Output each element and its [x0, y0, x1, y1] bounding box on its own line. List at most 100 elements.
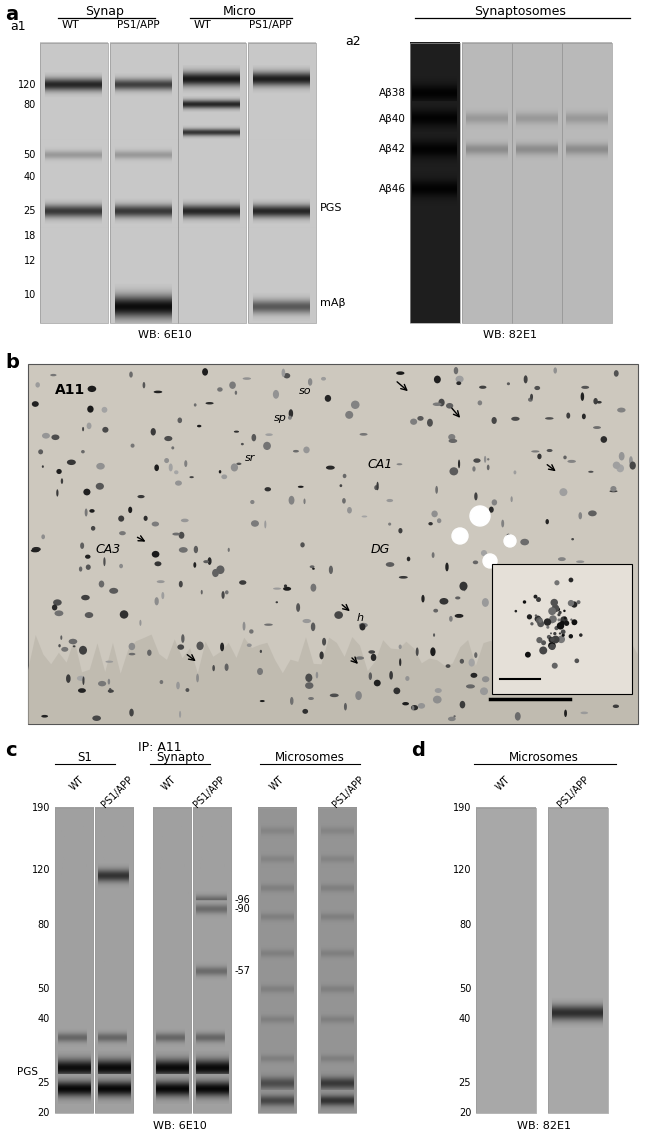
Ellipse shape [194, 545, 198, 553]
Ellipse shape [446, 403, 453, 408]
Ellipse shape [79, 646, 87, 655]
Bar [40, 43, 108, 323]
Ellipse shape [91, 526, 96, 531]
Ellipse shape [405, 675, 410, 681]
Ellipse shape [463, 585, 466, 591]
Ellipse shape [129, 372, 133, 378]
Ellipse shape [536, 597, 541, 602]
Ellipse shape [613, 462, 620, 469]
Text: Synaptosomes: Synaptosomes [474, 5, 566, 18]
Ellipse shape [79, 566, 83, 572]
Ellipse shape [479, 386, 486, 389]
Ellipse shape [109, 588, 118, 593]
Ellipse shape [563, 609, 566, 612]
Ellipse shape [201, 590, 203, 594]
Ellipse shape [105, 661, 113, 663]
Ellipse shape [82, 427, 84, 431]
Ellipse shape [298, 486, 304, 488]
Ellipse shape [417, 416, 424, 421]
Ellipse shape [242, 378, 251, 380]
Ellipse shape [530, 394, 533, 399]
Text: WT: WT [193, 21, 211, 30]
Ellipse shape [556, 593, 558, 599]
Ellipse shape [473, 467, 476, 471]
Ellipse shape [579, 633, 582, 637]
Ellipse shape [564, 621, 569, 626]
Ellipse shape [83, 488, 90, 495]
Ellipse shape [550, 632, 552, 634]
Ellipse shape [571, 620, 577, 625]
Text: -96: -96 [234, 896, 250, 906]
Ellipse shape [527, 614, 532, 620]
Text: -90: -90 [234, 904, 250, 914]
Ellipse shape [436, 486, 438, 494]
Ellipse shape [601, 436, 607, 443]
Ellipse shape [482, 677, 489, 682]
Ellipse shape [454, 614, 463, 618]
Ellipse shape [247, 644, 252, 647]
Ellipse shape [570, 618, 573, 621]
Ellipse shape [289, 496, 294, 504]
Bar [548, 808, 608, 1112]
Ellipse shape [325, 395, 331, 402]
Ellipse shape [50, 374, 57, 377]
Ellipse shape [55, 610, 63, 616]
Ellipse shape [399, 658, 401, 666]
Ellipse shape [153, 390, 162, 394]
Ellipse shape [473, 459, 480, 463]
Ellipse shape [147, 649, 151, 656]
Ellipse shape [252, 434, 256, 442]
Ellipse shape [389, 671, 393, 680]
Ellipse shape [595, 665, 601, 671]
Ellipse shape [411, 705, 415, 711]
Ellipse shape [213, 665, 215, 671]
Ellipse shape [89, 509, 95, 512]
Text: WB: 82E1: WB: 82E1 [517, 1120, 571, 1131]
Text: 20: 20 [459, 1108, 471, 1118]
Ellipse shape [157, 581, 164, 583]
Ellipse shape [449, 616, 452, 622]
Ellipse shape [428, 523, 433, 525]
Ellipse shape [78, 688, 86, 693]
Ellipse shape [521, 623, 525, 626]
Text: WB: 6E10: WB: 6E10 [138, 330, 192, 340]
Ellipse shape [566, 413, 570, 419]
Ellipse shape [580, 393, 584, 400]
Ellipse shape [548, 607, 556, 615]
Ellipse shape [427, 419, 433, 427]
Ellipse shape [144, 516, 148, 521]
Ellipse shape [540, 647, 547, 655]
Ellipse shape [308, 697, 314, 701]
Ellipse shape [296, 604, 300, 612]
Ellipse shape [251, 520, 259, 527]
Text: 40: 40 [459, 1014, 471, 1025]
Ellipse shape [575, 658, 579, 663]
Ellipse shape [482, 598, 489, 607]
Ellipse shape [583, 580, 592, 586]
Ellipse shape [491, 416, 497, 424]
Ellipse shape [289, 410, 293, 418]
Ellipse shape [172, 533, 180, 535]
Ellipse shape [460, 582, 467, 591]
Ellipse shape [118, 516, 124, 521]
Ellipse shape [548, 633, 556, 636]
Ellipse shape [376, 482, 379, 491]
Ellipse shape [553, 367, 557, 373]
Ellipse shape [574, 644, 578, 649]
Ellipse shape [487, 464, 489, 470]
Ellipse shape [456, 375, 463, 382]
Ellipse shape [85, 555, 90, 559]
Bar [95, 808, 133, 1112]
Ellipse shape [302, 618, 311, 623]
Ellipse shape [177, 418, 182, 423]
Ellipse shape [212, 569, 219, 577]
Ellipse shape [560, 616, 567, 624]
Ellipse shape [196, 673, 199, 682]
Ellipse shape [448, 717, 456, 721]
Ellipse shape [32, 547, 41, 551]
Ellipse shape [454, 715, 456, 718]
Ellipse shape [478, 400, 482, 405]
Text: PS1/APP: PS1/APP [556, 774, 592, 809]
Ellipse shape [184, 460, 187, 467]
Bar [110, 43, 178, 323]
